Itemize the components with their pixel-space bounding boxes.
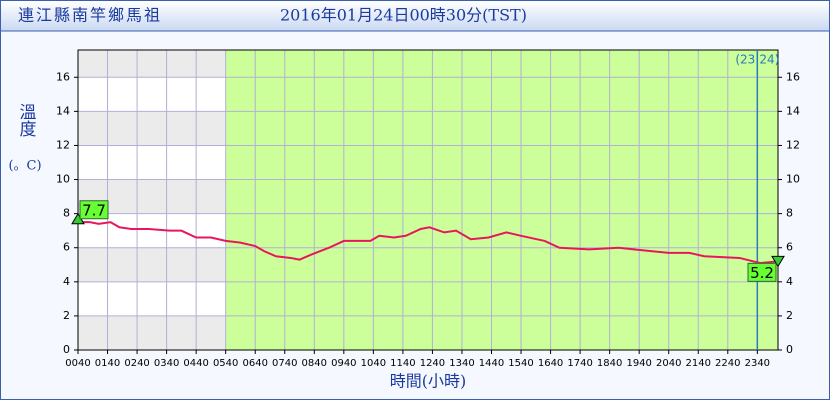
chart-subtitle: 2016年01月24日00時30分(TST) — [280, 6, 527, 25]
x-tick-label: 1640 — [538, 358, 563, 369]
y2-tick-label: 14 — [786, 104, 800, 117]
x-tick-label: 1140 — [390, 358, 415, 369]
x-tick-label: 0240 — [124, 358, 149, 369]
night-band — [78, 111, 226, 146]
x-tick-label: 1940 — [626, 358, 651, 369]
y-tick-label: 6 — [63, 241, 70, 254]
y2-tick-label: 10 — [786, 173, 800, 186]
x-tick-label: 1440 — [479, 358, 504, 369]
temperature-line — [78, 221, 779, 265]
x-tick-label: 0540 — [213, 358, 238, 369]
y2-tick-label: 16 — [786, 70, 800, 83]
x-tick-label: 2240 — [715, 358, 740, 369]
y-tick-label: 2 — [63, 309, 70, 322]
y-axis-unit: (。C) — [8, 159, 41, 174]
x-tick-label: 0840 — [302, 358, 327, 369]
x-tick-label: 0040 — [65, 358, 90, 369]
y-axis-title: 溫度 — [16, 103, 37, 137]
y2-tick-label: 8 — [786, 207, 793, 220]
night-band — [78, 315, 226, 350]
x-tick-label: 0740 — [272, 358, 297, 369]
x-tick-label: 0440 — [183, 358, 208, 369]
x-tick-label: 1840 — [597, 358, 622, 369]
y-tick-label: 14 — [56, 104, 70, 117]
y2-tick-label: 2 — [786, 309, 793, 322]
y2-tick-label: 6 — [786, 241, 793, 254]
min-marker — [771, 255, 785, 268]
daylight-region — [225, 50, 778, 350]
y2-tick-label: 12 — [786, 138, 800, 151]
x-tick-label: 0940 — [331, 358, 356, 369]
marker-label: 5.2 — [750, 264, 774, 282]
x-tick-label: 1340 — [449, 358, 474, 369]
x-tick-label: 0140 — [95, 358, 120, 369]
y-tick-label: 4 — [63, 275, 70, 288]
y-tick-label: 8 — [63, 207, 70, 220]
y-tick-label: 16 — [56, 70, 70, 83]
y2-tick-label: 4 — [786, 275, 793, 288]
x-axis-title: 時間(小時) — [390, 372, 467, 391]
header — [1, 1, 829, 31]
x-tick-label: 2340 — [745, 358, 770, 369]
x-tick-label: 1540 — [508, 358, 533, 369]
marker-label-box — [79, 200, 109, 220]
top-band — [78, 50, 226, 78]
chart-title: 連江縣南竿鄉馬祖 — [18, 6, 162, 25]
x-tick-label: 2040 — [656, 358, 681, 369]
y-tick-label: 0 — [63, 343, 70, 356]
y-tick-label: 12 — [56, 138, 70, 151]
x-tick-label: 0340 — [154, 358, 179, 369]
x-tick-label: 1240 — [420, 358, 445, 369]
x-tick-label: 0640 — [242, 358, 267, 369]
y2-tick-label: 0 — [786, 343, 793, 356]
night-band — [78, 247, 226, 282]
x-tick-label: 1740 — [567, 358, 592, 369]
x-tick-label: 1040 — [361, 358, 386, 369]
plot-border — [77, 49, 779, 351]
x-tick-label: 2140 — [686, 358, 711, 369]
y-tick-label: 10 — [56, 173, 70, 186]
marker-label-box — [747, 262, 777, 282]
marker-label: 7.7 — [82, 201, 106, 219]
day-boundary-label: (23|24) — [735, 53, 779, 67]
